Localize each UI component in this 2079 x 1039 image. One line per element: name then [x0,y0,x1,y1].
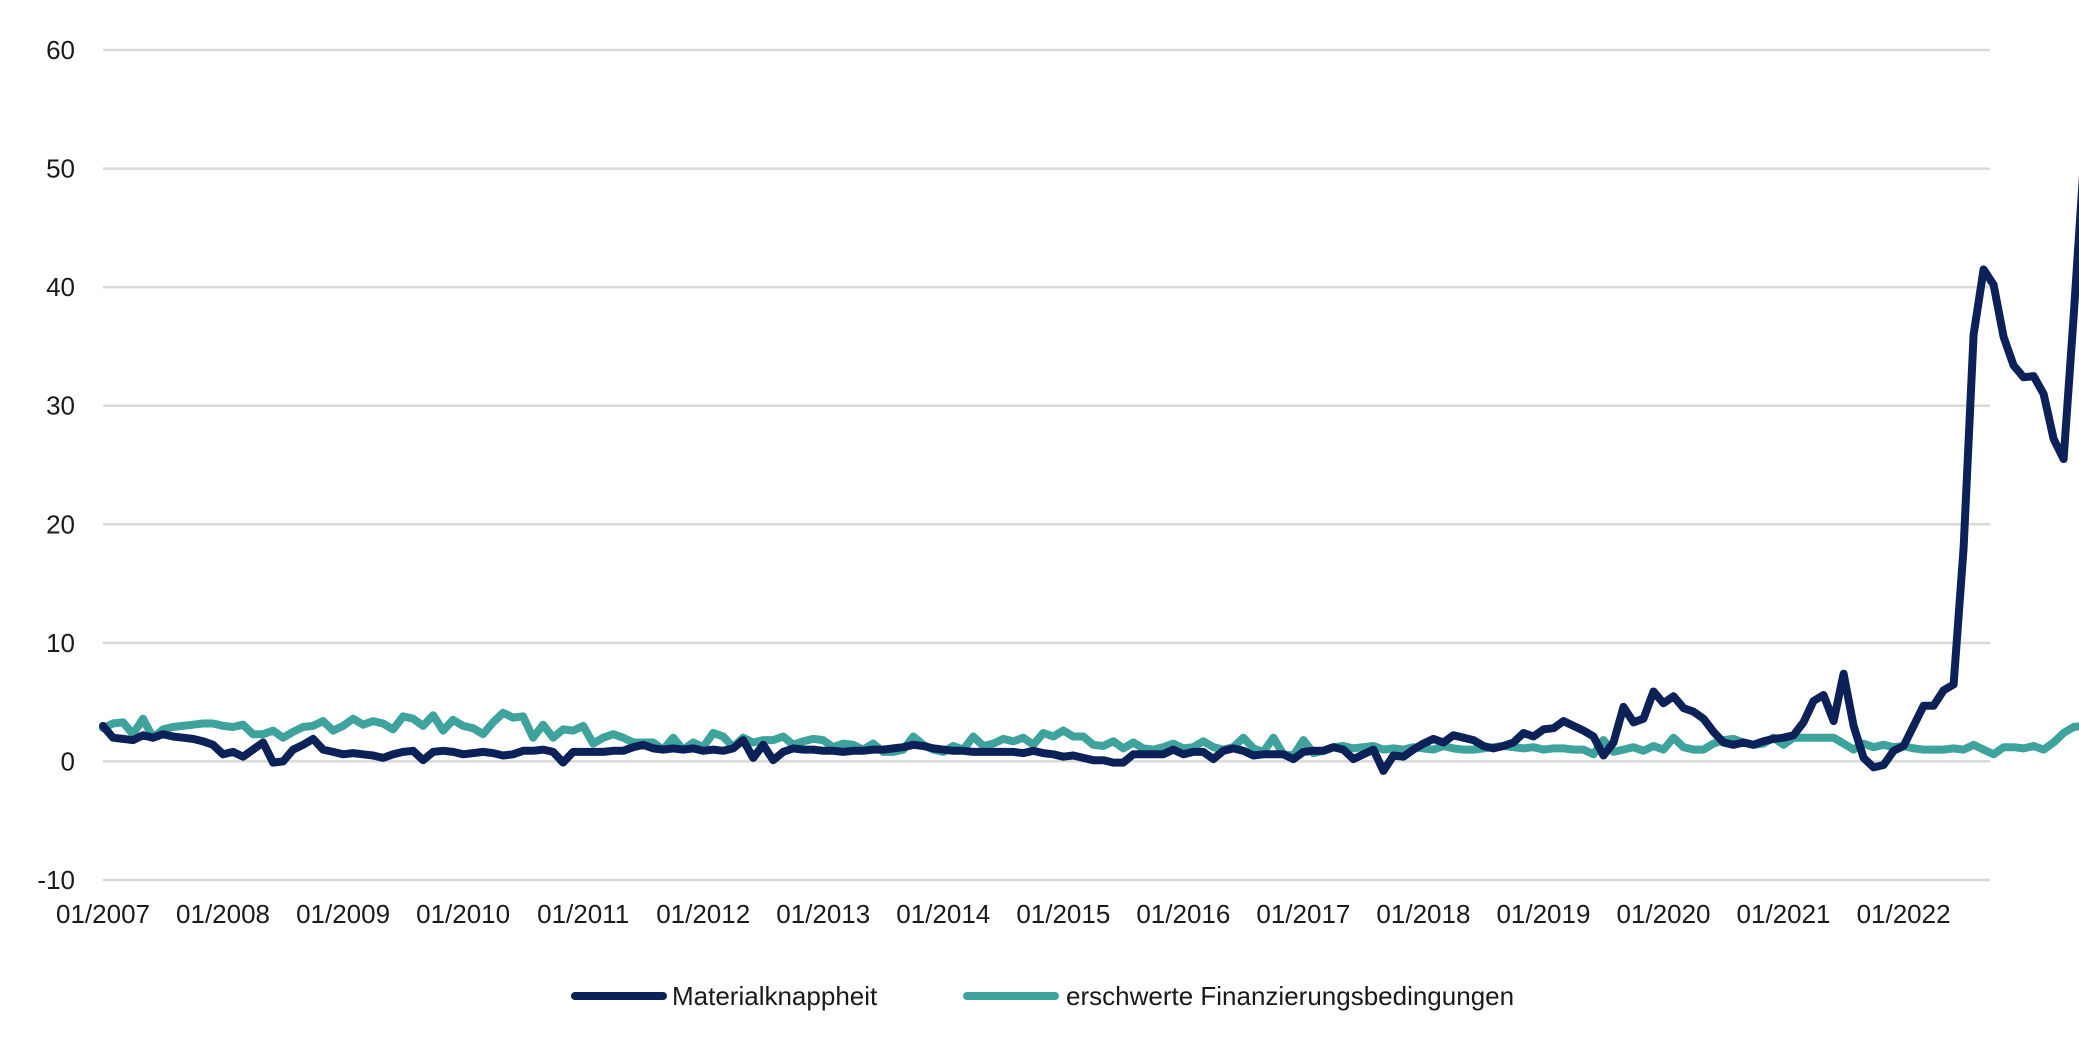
x-tick-label: 01/2018 [1376,899,1470,929]
y-axis-tick-labels: -10 0 10 20 30 40 50 60 [37,35,75,895]
series-line-finanzierungsbedingungen [99,708,2079,760]
x-tick-label: 01/2010 [416,899,510,929]
x-tick-label: 01/2013 [776,899,870,929]
series-lines [99,175,2079,775]
x-tick-label: 01/2020 [1617,899,1711,929]
x-tick-label: 01/2016 [1136,899,1230,929]
y-tick-label: -10 [37,865,75,895]
x-tick-label: 01/2012 [656,899,750,929]
x-tick-label: 01/2019 [1496,899,1590,929]
x-tick-label: 01/2008 [176,899,270,929]
x-tick-label: 01/2015 [1016,899,1110,929]
legend-label: erschwerte Finanzierungsbedingungen [1066,981,1514,1011]
y-tick-label: 50 [46,154,75,184]
y-tick-label: 60 [46,35,75,65]
y-tick-label: 0 [61,746,75,776]
x-tick-label: 01/2011 [537,899,629,929]
legend-label: Materialknappheit [672,981,878,1011]
x-tick-label: 01/2021 [1737,899,1831,929]
y-tick-label: 30 [46,391,75,421]
y-tick-label: 40 [46,272,75,302]
x-axis-tick-labels: 01/2007 01/2008 01/2009 01/2010 01/2011 01/20… [56,899,1951,929]
gridlines [103,48,1990,882]
x-tick-label: 01/2009 [296,899,390,929]
x-tick-label: 01/2017 [1256,899,1350,929]
legend: Materialknappheit erschwerte Finanzierung… [571,981,1514,1011]
y-tick-label: 20 [46,509,75,539]
x-tick-label: 01/2014 [896,899,990,929]
series-line-materialknappheit [99,175,2079,775]
x-tick-label: 01/2007 [56,899,150,929]
y-tick-label: 10 [46,628,75,658]
x-tick-label: 01/2022 [1857,899,1951,929]
